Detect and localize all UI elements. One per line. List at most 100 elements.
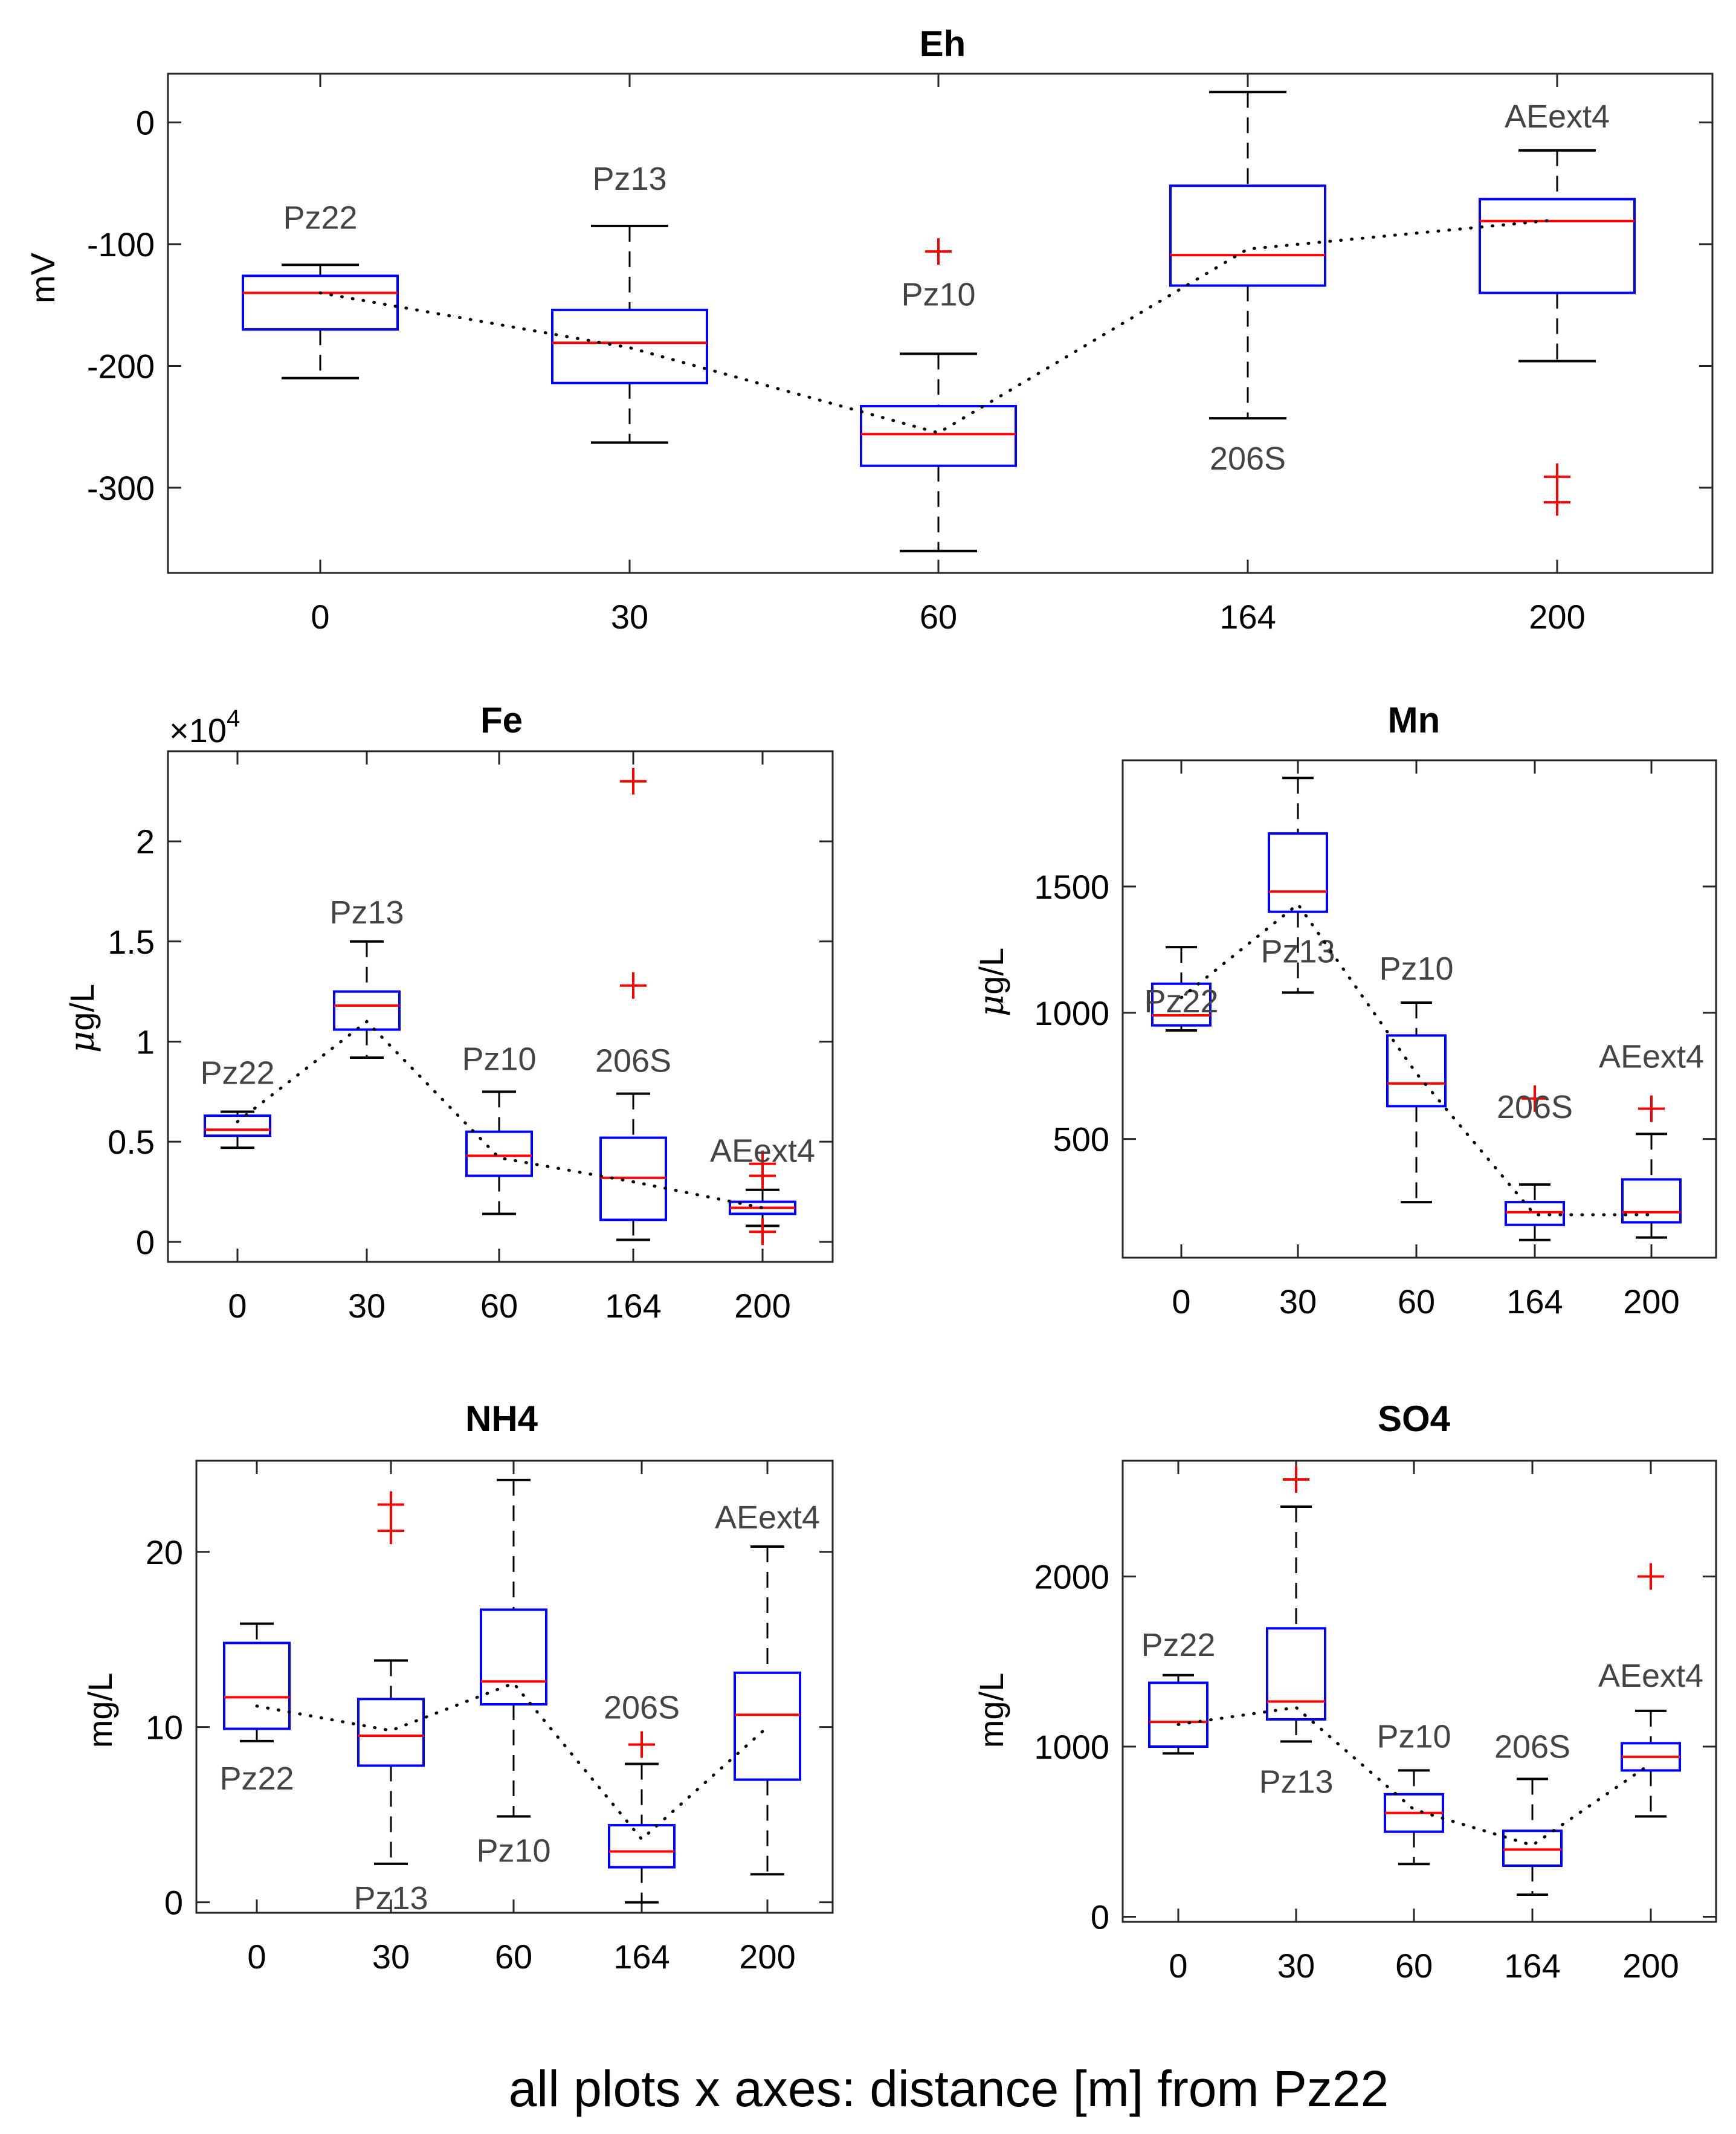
panel-fe: Fe μg/L ×104 0 0.5 1 1.5 2 0 30 60 164 200 Pz22 Pz1… <box>63 700 834 1325</box>
chart-title: Eh <box>920 24 966 64</box>
box-200 <box>1621 1563 1681 1818</box>
outlier-marker <box>1638 1563 1664 1590</box>
x-tick-label: 60 <box>480 1287 518 1325</box>
outlier-marker <box>1544 463 1570 490</box>
y-tick-label: 0 <box>164 1884 183 1922</box>
x-tick-label: 0 <box>228 1287 247 1325</box>
x-tick-label: 60 <box>1395 1947 1433 1985</box>
site-label: AEext4 <box>715 1499 820 1536</box>
outlier-marker <box>378 1491 404 1518</box>
box-164 <box>1502 1777 1563 1896</box>
outlier-marker <box>1638 1095 1665 1122</box>
chart-title: NH4 <box>465 1398 538 1439</box>
site-label: AEext4 <box>1599 1038 1704 1075</box>
site-label: Pz13 <box>592 161 666 197</box>
iqr-box <box>242 274 399 331</box>
y-tick-label: 2 <box>136 823 155 861</box>
exponent-base: ×10 <box>169 711 227 749</box>
iqr-box <box>204 1114 271 1137</box>
box-30 <box>357 1491 425 1865</box>
box-60 <box>465 1090 533 1215</box>
iqr-box <box>1148 1681 1208 1748</box>
site-label: 206S <box>604 1690 680 1726</box>
iqr-box <box>1621 1178 1682 1224</box>
y-tick-label: 2000 <box>1034 1557 1109 1596</box>
y-axis-label: mV <box>24 252 62 303</box>
box-60 <box>860 238 1017 552</box>
y-tick-label: -200 <box>87 348 155 386</box>
site-label: 206S <box>1210 441 1286 477</box>
x-tick-label: 0 <box>1169 1947 1187 1985</box>
x-tick-label: 200 <box>1622 1947 1679 1985</box>
y-tick-label: 1000 <box>1034 994 1109 1032</box>
y-label-unit: g/L <box>972 948 1010 995</box>
box-164 <box>608 1731 676 1904</box>
iqr-box <box>734 1671 801 1781</box>
iqr-box <box>551 308 708 384</box>
y-label-unit: mg/L <box>972 1673 1010 1748</box>
y-label-unit: g/L <box>63 984 101 1031</box>
x-tick-label: 200 <box>1529 598 1585 636</box>
x-tick-label: 0 <box>1172 1282 1190 1321</box>
y-tick-label: 1 <box>136 1023 155 1061</box>
iqr-box <box>1505 1201 1565 1226</box>
panel-so4: SO4 mg/L 0 1000 2000 0 30 60 164 200 Pz22 Pz13 Pz1… <box>972 1398 1717 1985</box>
box-60 <box>1384 1769 1444 1866</box>
iqr-box <box>1151 982 1212 1027</box>
x-tick-label: 30 <box>611 598 648 636</box>
x-tick-label: 164 <box>1504 1947 1560 1985</box>
site-label: AEext4 <box>1598 1658 1703 1694</box>
x-tick-label: 200 <box>739 1938 795 1976</box>
site-label: Pz22 <box>1141 1627 1215 1663</box>
iqr-box <box>1479 198 1636 294</box>
iqr-box <box>1268 832 1328 913</box>
panel-eh: Eh mV 0 -100 -200 -300 0 30 60 164 200 Pz22 Pz13 Pz… <box>24 24 1714 636</box>
iqr-box <box>480 1608 547 1706</box>
outlier-marker <box>1544 489 1570 516</box>
y-axis-label: mg/L <box>972 1673 1010 1748</box>
axes-frame <box>167 73 1714 574</box>
site-label: Pz10 <box>1376 1718 1451 1754</box>
site-label: Pz10 <box>1379 951 1453 987</box>
y-tick-label: 0 <box>1091 1898 1109 1936</box>
box-200 <box>1621 1095 1682 1239</box>
y-axis-label: mg/L <box>81 1673 119 1748</box>
site-label: Pz22 <box>219 1761 294 1797</box>
box-0 <box>1148 1673 1208 1755</box>
iqr-box <box>1169 184 1326 287</box>
box-30 <box>333 940 401 1059</box>
site-label: Pz10 <box>476 1833 550 1869</box>
box-164 <box>1505 1085 1565 1241</box>
site-label: Pz13 <box>329 894 404 931</box>
y-tick-label: 0 <box>136 1223 155 1261</box>
x-tick-label: 30 <box>372 1938 410 1976</box>
site-label: Pz10 <box>901 276 975 312</box>
y-tick-label: 1500 <box>1034 868 1109 906</box>
box-0 <box>1151 946 1212 1032</box>
y-label-prefix: μ <box>972 995 1012 1017</box>
axes-frame <box>1121 1460 1717 1923</box>
outlier-marker <box>620 972 647 999</box>
x-tick-label: 60 <box>495 1938 532 1976</box>
site-label: AEext4 <box>1505 99 1610 135</box>
x-tick-label: 200 <box>734 1287 790 1325</box>
site-label: AEext4 <box>710 1133 815 1169</box>
x-tick-label: 164 <box>1506 1282 1563 1321</box>
iqr-box <box>1266 1627 1326 1721</box>
box-0 <box>242 264 399 380</box>
outlier-marker <box>378 1517 404 1544</box>
axes-frame <box>1121 759 1717 1259</box>
outlier-marker <box>925 238 952 265</box>
y-axis-label: μg/L <box>972 948 1012 1017</box>
iqr-box <box>357 1698 425 1767</box>
y-tick-label: -300 <box>87 469 155 507</box>
chart-title: Mn <box>1388 700 1441 740</box>
x-tick-label: 164 <box>1219 598 1276 636</box>
site-label: Pz13 <box>1259 1764 1333 1800</box>
outlier-marker <box>1521 1085 1548 1112</box>
axes-frame <box>167 750 834 1263</box>
site-label: Pz10 <box>462 1041 536 1077</box>
panel-mn: Mn μg/L 500 1000 1500 0 30 60 164 200 Pz22 Pz13 Pz… <box>972 700 1717 1321</box>
